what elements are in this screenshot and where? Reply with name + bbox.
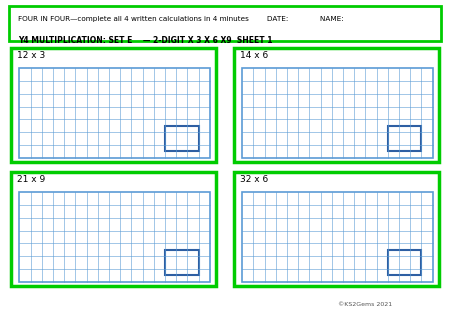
FancyBboxPatch shape	[165, 126, 198, 151]
Text: 14 x 6: 14 x 6	[240, 51, 268, 60]
FancyBboxPatch shape	[11, 172, 216, 286]
Text: 21 x 9: 21 x 9	[18, 175, 45, 184]
FancyBboxPatch shape	[388, 250, 421, 275]
FancyBboxPatch shape	[234, 172, 439, 286]
FancyBboxPatch shape	[19, 192, 210, 282]
Text: Y4 MULTIPLICATION: SET E    — 2-DIGIT X 3 X 6 X9  SHEET 1: Y4 MULTIPLICATION: SET E — 2-DIGIT X 3 X…	[18, 36, 272, 45]
FancyBboxPatch shape	[388, 126, 421, 151]
Text: FOUR IN FOUR—complete all 4 written calculations in 4 minutes        DATE:      : FOUR IN FOUR—complete all 4 written calc…	[18, 16, 343, 22]
Text: 32 x 6: 32 x 6	[240, 175, 268, 184]
FancyBboxPatch shape	[9, 6, 441, 41]
FancyBboxPatch shape	[242, 192, 432, 282]
FancyBboxPatch shape	[165, 250, 198, 275]
Text: ©KS2Gems 2021: ©KS2Gems 2021	[338, 302, 392, 307]
Text: 12 x 3: 12 x 3	[18, 51, 45, 60]
FancyBboxPatch shape	[242, 68, 432, 158]
FancyBboxPatch shape	[234, 48, 439, 162]
FancyBboxPatch shape	[11, 48, 216, 162]
FancyBboxPatch shape	[19, 68, 210, 158]
